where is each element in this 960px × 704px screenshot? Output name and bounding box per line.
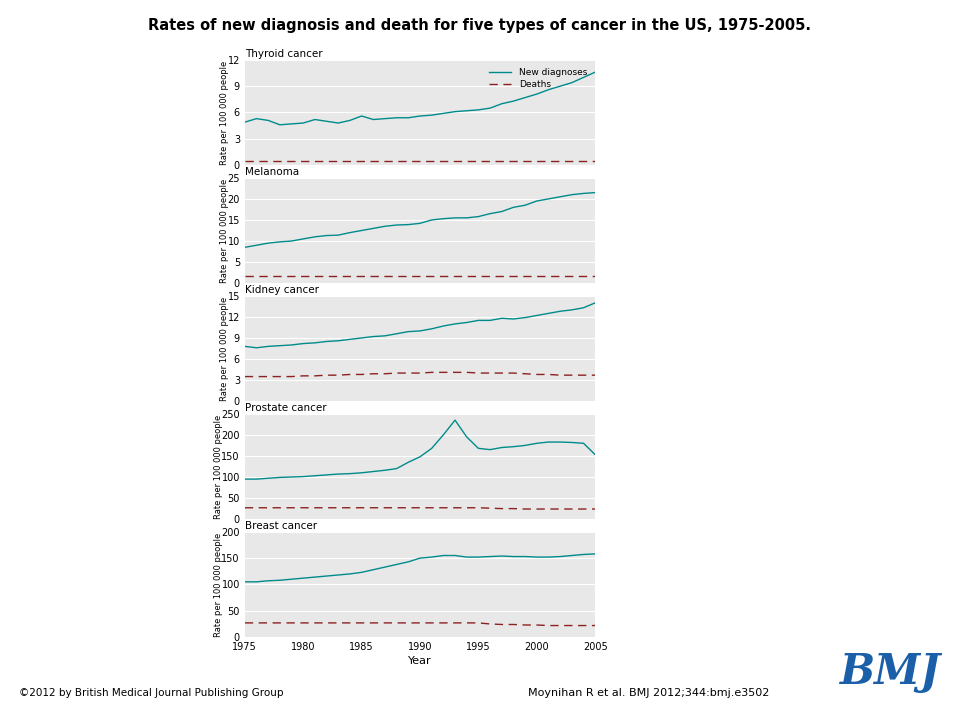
Y-axis label: Rate per 100 000 people: Rate per 100 000 people: [220, 178, 229, 282]
Text: Moynihan R et al. BMJ 2012;344:bmj.e3502: Moynihan R et al. BMJ 2012;344:bmj.e3502: [528, 689, 769, 698]
Legend: New diagnoses, Deaths: New diagnoses, Deaths: [486, 64, 590, 92]
X-axis label: Year: Year: [408, 656, 432, 666]
Text: Melanoma: Melanoma: [245, 167, 299, 177]
Y-axis label: Rate per 100 000 people: Rate per 100 000 people: [220, 296, 229, 401]
Text: Breast cancer: Breast cancer: [245, 521, 317, 531]
Text: BMJ: BMJ: [840, 651, 941, 693]
Text: Rates of new diagnosis and death for five types of cancer in the US, 1975-2005.: Rates of new diagnosis and death for fiv…: [149, 18, 811, 32]
Text: ©2012 by British Medical Journal Publishing Group: ©2012 by British Medical Journal Publish…: [19, 689, 284, 698]
Y-axis label: Rate per 100 000 people: Rate per 100 000 people: [220, 61, 229, 165]
Y-axis label: Rate per 100 000 people: Rate per 100 000 people: [214, 415, 223, 519]
Text: Kidney cancer: Kidney cancer: [245, 284, 319, 295]
Text: Prostate cancer: Prostate cancer: [245, 403, 326, 413]
Y-axis label: Rate per 100 000 people: Rate per 100 000 people: [214, 532, 223, 636]
Text: Thyroid cancer: Thyroid cancer: [245, 49, 323, 59]
